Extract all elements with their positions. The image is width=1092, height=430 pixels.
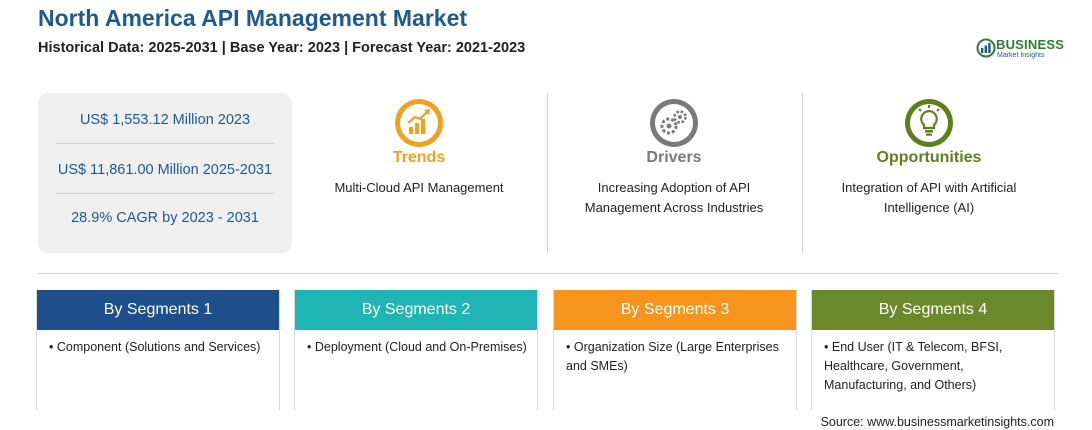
feature-trends: Trends Multi-Cloud API Management	[296, 93, 542, 253]
segment-4-item: • End User (IT & Telecom, BFSI, Healthca…	[824, 340, 1003, 392]
segment-3-item: • Organization Size (Large Enterprises a…	[566, 340, 779, 373]
page-title: North America API Management Market	[38, 5, 468, 31]
segment-3-heading: By Segments 3	[554, 290, 796, 330]
feature-opportunities: Opportunities Integration of API with Ar…	[806, 93, 1052, 253]
logo-tagline: Market Insights	[997, 52, 1045, 59]
feature-divider	[802, 93, 803, 253]
segment-card-1: By Segments 1 • Component (Solutions and…	[36, 290, 280, 410]
feature-opportunities-heading: Opportunities	[876, 149, 982, 166]
segment-4-heading: By Segments 4	[812, 290, 1054, 330]
stat-cagr: 28.9% CAGR by 2023 - 2031	[71, 210, 259, 226]
globe-logo-icon	[976, 38, 996, 58]
segment-1-item-text: Component (Solutions and Services)	[56, 340, 261, 354]
page-subtitle: Historical Data: 2025-2031 | Base Year: …	[38, 40, 526, 56]
segment-1-item: • Component (Solutions and Services)	[49, 340, 261, 354]
chart-growth-icon	[395, 99, 443, 147]
segment-2-item: • Deployment (Cloud and On-Premises)	[307, 340, 527, 354]
segment-card-3: By Segments 3 • Organization Size (Large…	[553, 290, 797, 410]
feature-drivers-heading: Drivers	[646, 149, 702, 166]
feature-divider	[547, 93, 548, 253]
stat-market-value-2023: US$ 1,553.12 Million 2023	[79, 112, 251, 128]
segment-card-4: By Segments 4 • End User (IT & Telecom, …	[811, 290, 1055, 410]
stat-divider	[56, 143, 274, 144]
lightbulb-icon	[905, 99, 953, 147]
market-stats-panel: US$ 1,553.12 Million 2023 US$ 11,861.00 …	[38, 93, 292, 253]
section-divider	[38, 273, 1058, 274]
logo-wordmark: BUSINESS	[996, 37, 1065, 52]
feature-trends-heading: Trends	[392, 149, 446, 166]
feature-drivers: Drivers Increasing Adoption of API Manag…	[551, 93, 797, 253]
segment-card-2: By Segments 2 • Deployment (Cloud and On…	[294, 290, 538, 410]
segment-2-heading: By Segments 2	[295, 290, 537, 330]
stat-divider	[56, 193, 274, 194]
feature-opportunities-text: Integration of API with Artificial Intel…	[841, 180, 1017, 215]
gears-icon	[650, 99, 698, 147]
segment-4-item-text: End User (IT & Telecom, BFSI, Healthcare…	[824, 340, 1003, 392]
stat-market-value-forecast: US$ 11,861.00 Million 2025-2031	[57, 162, 273, 178]
segment-3-item-text: Organization Size (Large Enterprises and…	[566, 340, 779, 373]
segment-2-item-text: Deployment (Cloud and On-Premises)	[314, 340, 527, 354]
company-logo: BUSINESS Market Insights	[976, 35, 1066, 63]
source-note: Source: www.businessmarketinsights.com	[820, 415, 1054, 429]
feature-trends-text: Multi-Cloud API Management	[334, 180, 504, 195]
segment-1-heading: By Segments 1	[37, 290, 279, 330]
feature-drivers-text: Increasing Adoption of API Management Ac…	[584, 180, 764, 215]
